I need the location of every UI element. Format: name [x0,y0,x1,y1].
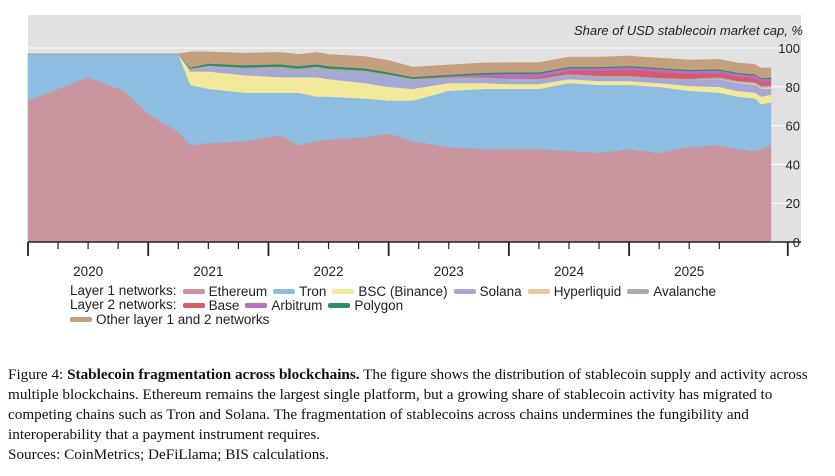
legend-item-arbitrum: Arbitrum [245,297,323,313]
legend-swatch [332,289,355,295]
legend-item-ethereum: Ethereum [182,283,268,299]
legend-swatch [527,289,550,295]
x-axis-ticks: 2020 2021 2022 2023 2024 2025 [27,242,789,279]
legend-item-polygon: Polygon [328,297,404,313]
legend-swatch [273,289,296,295]
legend-label: BSC (Binance) [358,283,448,299]
legend-row-layer1: Layer 1 networks: Ethereum Tron BSC (Binan… [70,283,717,299]
legend-label: Avalanche [653,283,717,299]
y-tick-label: 40 [786,157,800,172]
x-tick-label: 2021 [193,264,223,279]
x-tick-label: 2020 [73,264,103,279]
area-other-layer-1-and-2-networks [28,51,772,79]
caption-text: The figure shows the distribution of sta… [8,366,808,443]
legend-swatch [453,289,476,295]
y-tick-label: 80 [786,80,800,95]
y-axis-title: Share of USD stablecoin market cap, % [574,23,803,38]
caption-sources: Sources: CoinMetrics; DeFiLlama; BIS cal… [8,446,329,463]
x-tick-label: 2022 [314,264,344,279]
x-tick-label: 2025 [674,264,704,279]
legend-swatch [182,289,205,295]
legend-label: Tron [299,283,327,299]
legend-label: Base [208,297,240,313]
y-tick-label: 100 [778,41,800,56]
figure-caption: Figure 4: Stablecoin fragmentation acros… [8,365,828,465]
legend-label: Polygon [354,297,404,313]
stacked-areas [27,51,772,243]
legend-item-avalanche: Avalanche [627,283,717,299]
legend-label: Ethereum [208,283,268,299]
legend-item-other-layer-1-and-2-networks: Other layer 1 and 2 networks [70,311,270,327]
legend-swatch [182,303,205,309]
legend-item-base: Base [182,297,240,313]
x-tick-label: 2024 [554,264,585,279]
legend-header-layer1: Layer 1 networks: [70,283,177,298]
legend-swatch [627,289,650,295]
legend-item-solana: Solana [453,283,522,299]
legend-row-layer2: Layer 2 networks: Base Arbitrum Polygon [70,297,716,313]
legend-label: Solana [479,283,522,299]
legend-swatch [70,317,92,323]
legend-item-bsc-binance: BSC (Binance) [332,283,448,299]
caption-title: Stablecoin fragmentation across blockcha… [67,366,360,383]
y-tick-label: 20 [786,196,800,211]
legend-label: Other layer 1 and 2 networks [96,311,270,327]
legend-item-hyperliquid: Hyperliquid [527,283,622,299]
legend-label: Arbitrum [271,297,323,313]
y-tick-label: 60 [786,119,800,134]
caption-figure-label: Figure 4: [8,366,64,383]
legend-row-other: Other layer 1 and 2 networks [70,312,716,326]
legend: Layer 1 networks: Ethereum Tron BSC (Binan… [70,284,716,326]
legend-label: Hyperliquid [553,283,622,299]
legend-swatch [245,303,268,309]
legend-item-tron: Tron [273,283,327,299]
x-tick-label: 2023 [434,264,464,279]
legend-header-layer2: Layer 2 networks: [70,297,177,312]
legend-swatch [328,303,351,309]
stablecoin-share-chart: 020406080100 Share of USD stablecoin mar… [27,15,803,279]
